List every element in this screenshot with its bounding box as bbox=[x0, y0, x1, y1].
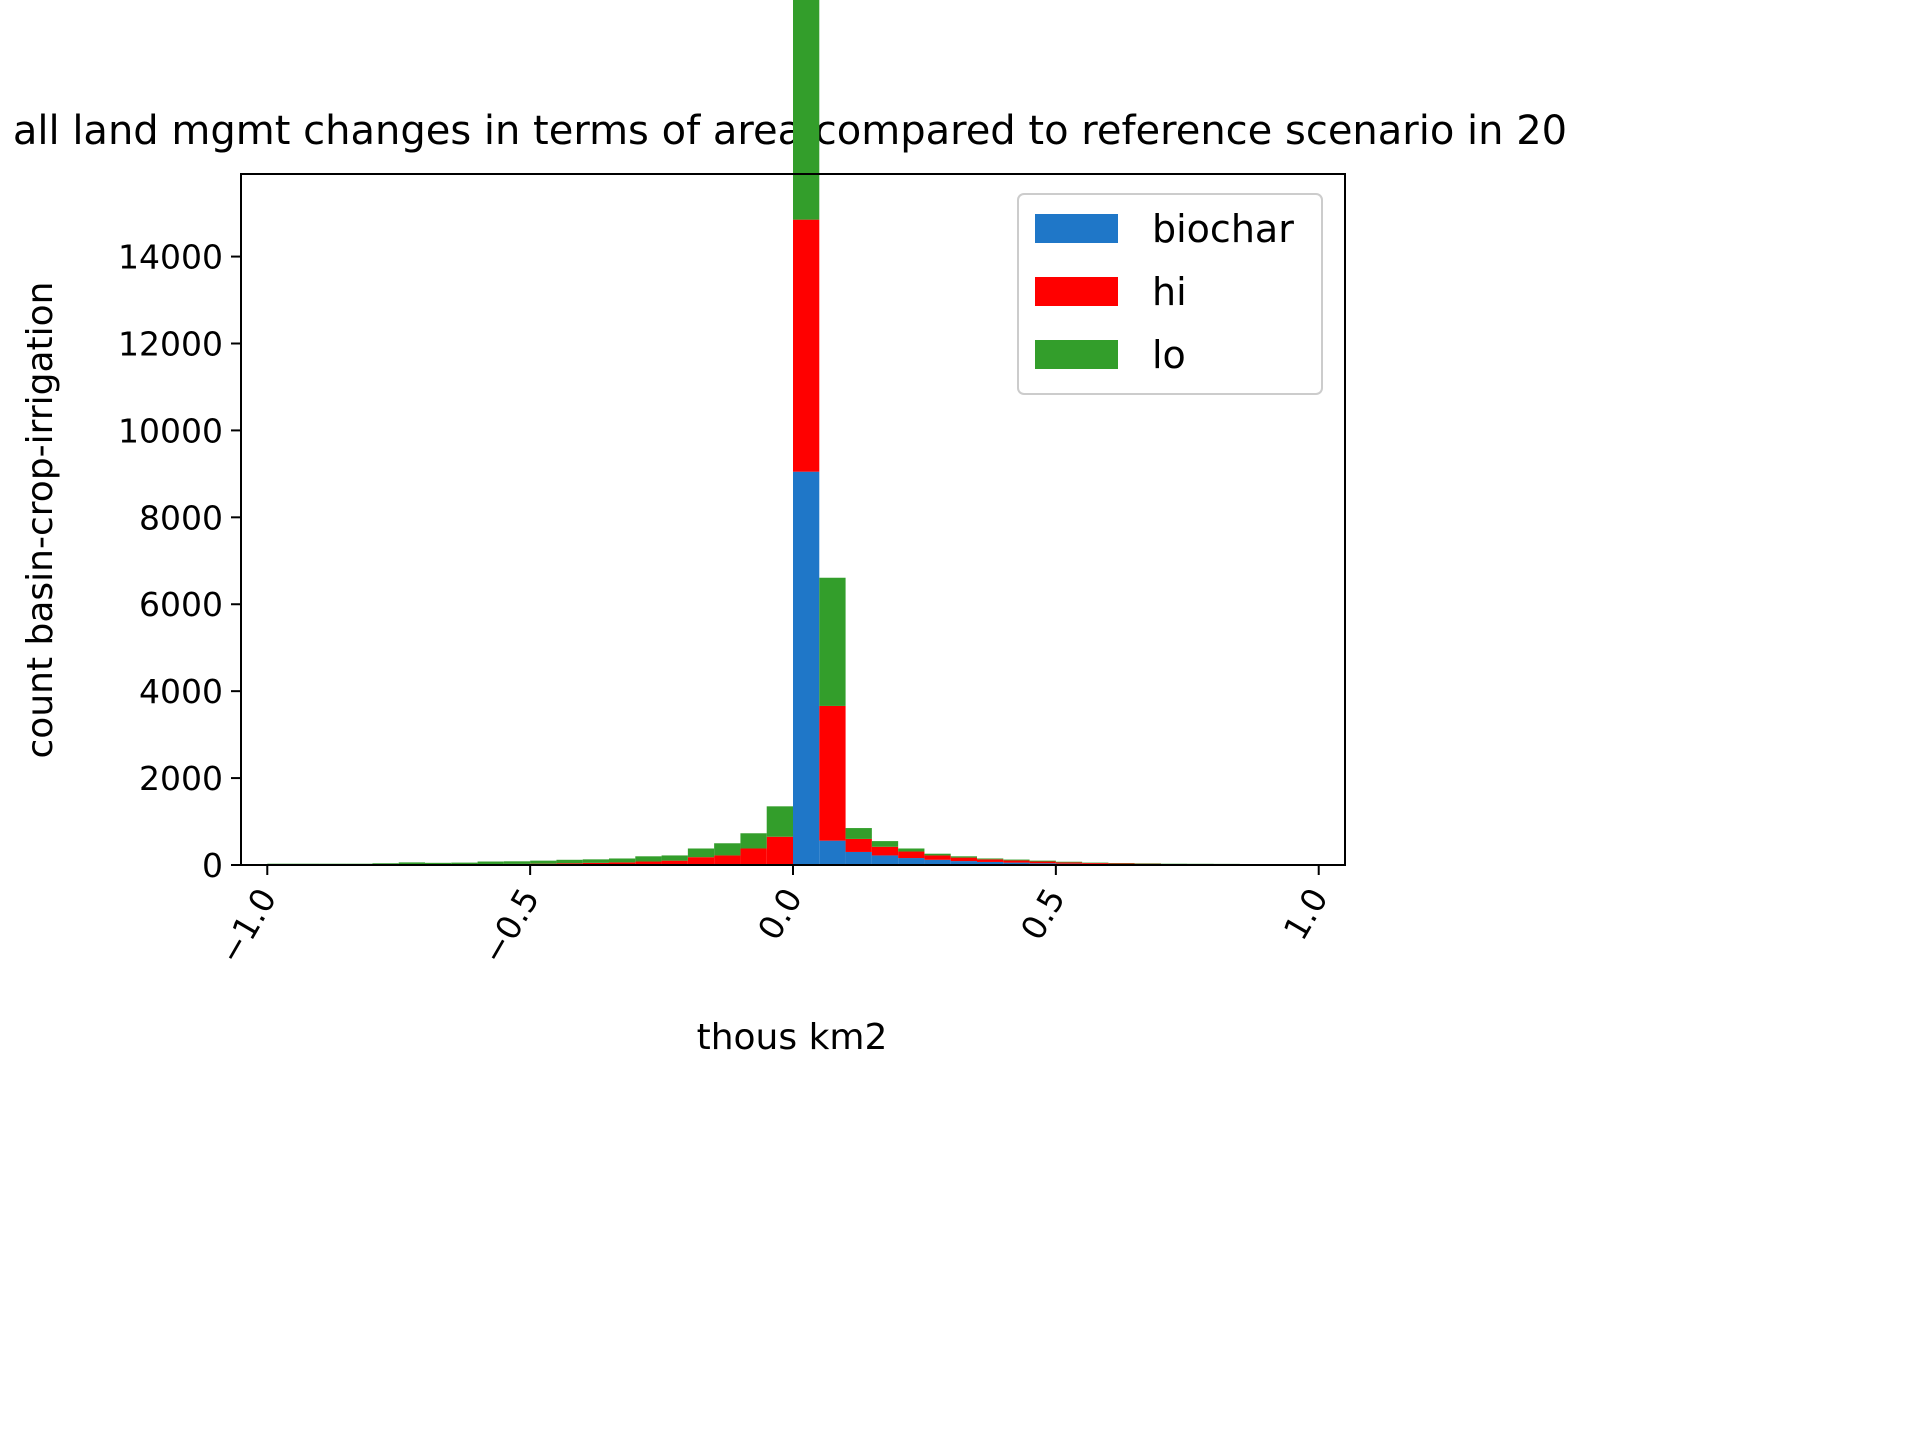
y-tick-label-2: 4000 bbox=[139, 672, 223, 711]
bar-biochar-23 bbox=[871, 855, 899, 865]
bar-lo-5 bbox=[398, 862, 425, 865]
y-axis-title: count basin-crop-irrigation bbox=[20, 282, 61, 759]
bar-hi-32 bbox=[1108, 863, 1135, 865]
bar-lo-23 bbox=[871, 841, 899, 847]
bar-layer bbox=[267, 0, 1293, 865]
bar-hi-13 bbox=[609, 862, 636, 865]
bar-biochar-28 bbox=[1003, 862, 1030, 865]
bar-hi-22 bbox=[845, 838, 872, 852]
bar-biochar-21 bbox=[819, 840, 846, 865]
y-tick-label-5: 10000 bbox=[118, 411, 223, 450]
bar-lo-9 bbox=[503, 861, 531, 864]
bar-lo-4 bbox=[372, 863, 399, 865]
bar-lo-15 bbox=[661, 855, 688, 861]
bar-lo-8 bbox=[477, 861, 504, 865]
bar-hi-17 bbox=[714, 855, 741, 865]
bar-hi-16 bbox=[687, 857, 715, 865]
bar-lo-11 bbox=[556, 859, 583, 864]
x-axis-title: thous km2 bbox=[697, 1017, 888, 1058]
bar-hi-31 bbox=[1082, 863, 1109, 864]
bar-hi-21 bbox=[819, 705, 846, 841]
bar-biochar-25 bbox=[924, 859, 951, 865]
legend-label-biochar: biochar bbox=[1152, 207, 1294, 251]
bar-lo-26 bbox=[950, 856, 977, 858]
bar-hi-15 bbox=[661, 860, 688, 865]
y-tick-label-6: 12000 bbox=[118, 324, 223, 363]
bar-lo-25 bbox=[924, 853, 951, 856]
bar-lo-16 bbox=[687, 848, 715, 858]
bar-hi-18 bbox=[740, 848, 767, 865]
bar-hi-29 bbox=[1029, 861, 1056, 864]
bar-lo-20 bbox=[793, 0, 820, 220]
bar-hi-19 bbox=[766, 836, 793, 865]
chart-title: all land mgmt changes in terms of area c… bbox=[13, 108, 1567, 154]
bar-lo-29 bbox=[1029, 860, 1056, 862]
y-tick-label-7: 14000 bbox=[118, 238, 223, 277]
bar-lo-14 bbox=[635, 856, 662, 862]
legend-swatch-hi bbox=[1035, 277, 1118, 306]
bar-lo-7 bbox=[451, 862, 478, 865]
bar-lo-28 bbox=[1003, 859, 1030, 861]
legend-swatch-biochar bbox=[1035, 214, 1118, 243]
bar-hi-30 bbox=[1055, 862, 1083, 864]
bar-lo-13 bbox=[609, 858, 636, 863]
bar-lo-27 bbox=[977, 858, 1004, 860]
y-tick-label-0: 0 bbox=[202, 846, 223, 885]
bar-biochar-20 bbox=[793, 471, 820, 865]
bar-biochar-27 bbox=[977, 861, 1004, 865]
bar-lo-30 bbox=[1055, 861, 1083, 863]
bar-lo-21 bbox=[819, 577, 846, 706]
bar-hi-27 bbox=[977, 859, 1004, 862]
legend: biochar hi lo bbox=[1017, 193, 1323, 395]
legend-label-hi: hi bbox=[1152, 270, 1187, 314]
bar-lo-22 bbox=[845, 828, 872, 839]
bar-lo-17 bbox=[714, 843, 741, 856]
legend-label-lo: lo bbox=[1152, 333, 1186, 377]
bar-biochar-24 bbox=[898, 858, 925, 865]
y-tick-label-3: 6000 bbox=[139, 585, 223, 624]
bar-hi-23 bbox=[871, 846, 899, 856]
bar-biochar-26 bbox=[950, 861, 977, 865]
bar-biochar-22 bbox=[845, 851, 872, 865]
bar-lo-24 bbox=[898, 848, 925, 852]
y-tick-label-1: 2000 bbox=[139, 759, 223, 798]
bar-lo-10 bbox=[530, 860, 557, 864]
bar-lo-6 bbox=[425, 862, 452, 865]
bar-hi-26 bbox=[950, 857, 977, 862]
bar-hi-24 bbox=[898, 851, 925, 859]
bar-hi-28 bbox=[1003, 860, 1030, 863]
bar-hi-12 bbox=[582, 862, 609, 865]
y-axis: 0 2000 4000 6000 8000 10000 12000 14000 bbox=[118, 238, 241, 885]
bar-lo-18 bbox=[740, 833, 767, 849]
legend-swatch-lo bbox=[1035, 340, 1118, 369]
bar-lo-19 bbox=[766, 806, 793, 837]
bar-hi-20 bbox=[793, 219, 820, 472]
bar-lo-12 bbox=[582, 859, 609, 863]
y-tick-label-4: 8000 bbox=[139, 498, 223, 537]
bar-hi-25 bbox=[924, 855, 951, 860]
bar-hi-14 bbox=[635, 861, 662, 865]
